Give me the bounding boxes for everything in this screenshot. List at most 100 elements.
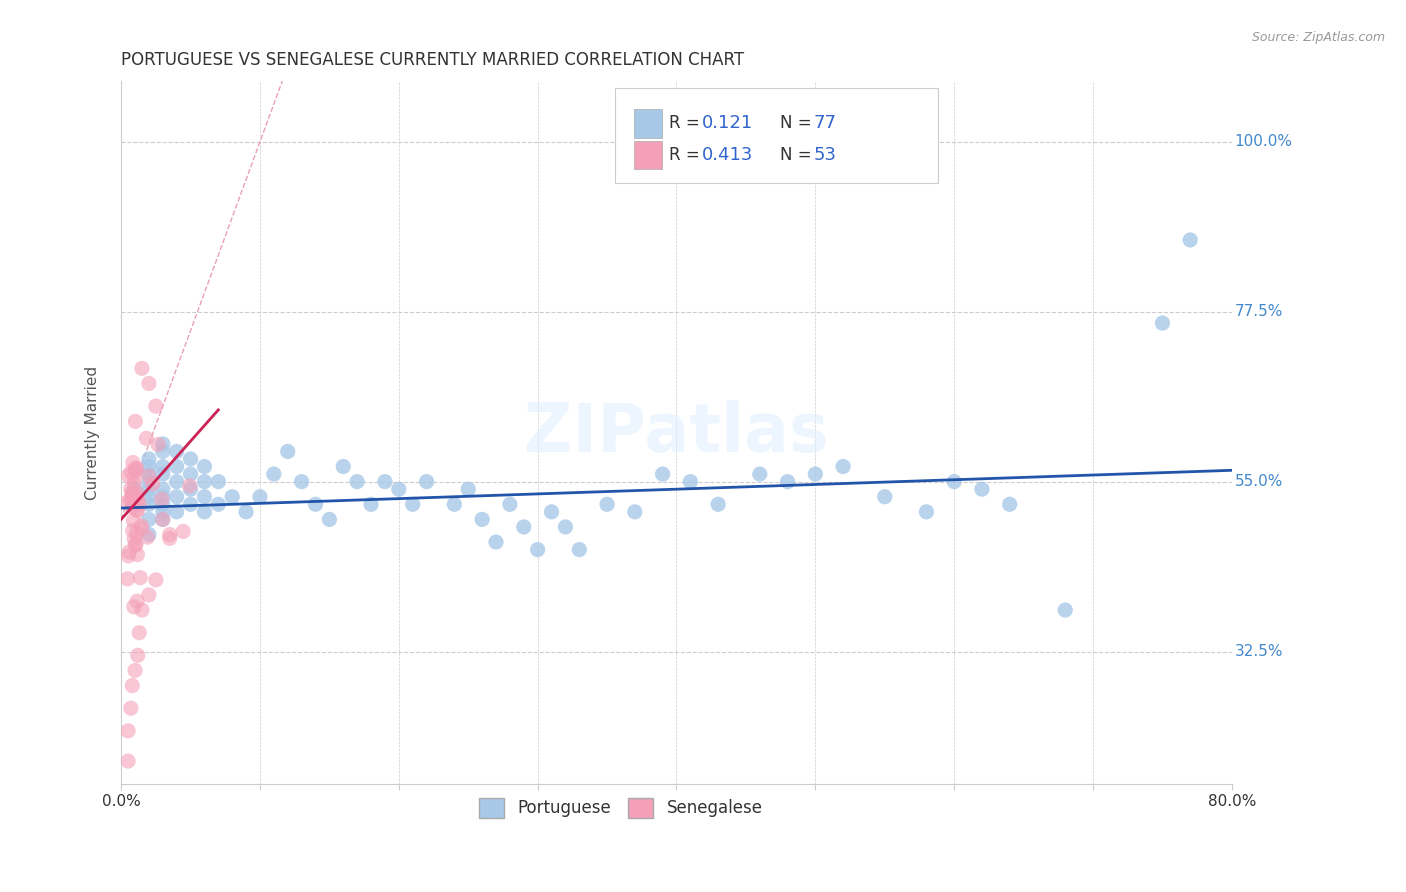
- Point: [122, 477, 145, 491]
- Point: [121, 491, 143, 506]
- Point: [124, 461, 146, 475]
- Point: [513, 520, 536, 534]
- Text: 77: 77: [813, 114, 837, 133]
- Point: [471, 512, 494, 526]
- Point: [374, 475, 396, 489]
- Point: [172, 524, 194, 539]
- Point: [122, 514, 145, 528]
- Point: [124, 664, 146, 678]
- Point: [624, 505, 647, 519]
- Point: [124, 497, 146, 511]
- Point: [748, 467, 770, 481]
- Point: [131, 518, 153, 533]
- Point: [207, 475, 229, 489]
- Point: [998, 497, 1021, 511]
- Point: [1180, 233, 1202, 247]
- Point: [485, 535, 508, 549]
- Point: [388, 482, 411, 496]
- Point: [127, 491, 149, 506]
- Point: [804, 467, 827, 481]
- Point: [277, 444, 299, 458]
- Point: [970, 482, 993, 496]
- Point: [124, 490, 146, 504]
- Point: [127, 504, 149, 518]
- Point: [776, 475, 799, 489]
- Point: [707, 497, 730, 511]
- Legend: Portuguese, Senegalese: Portuguese, Senegalese: [472, 791, 769, 824]
- Text: 53: 53: [813, 146, 837, 164]
- Point: [138, 512, 160, 526]
- Point: [138, 452, 160, 467]
- Point: [554, 520, 576, 534]
- Point: [304, 497, 326, 511]
- Text: 77.5%: 77.5%: [1234, 304, 1284, 319]
- Point: [152, 459, 174, 474]
- Point: [120, 701, 142, 715]
- Point: [138, 490, 160, 504]
- Point: [499, 497, 522, 511]
- Point: [131, 361, 153, 376]
- Point: [1152, 316, 1174, 330]
- Point: [127, 548, 149, 562]
- Point: [346, 475, 368, 489]
- Point: [138, 469, 160, 483]
- Point: [138, 497, 160, 511]
- Point: [125, 537, 148, 551]
- Point: [193, 490, 215, 504]
- Point: [180, 497, 202, 511]
- FancyBboxPatch shape: [634, 110, 662, 137]
- Point: [596, 497, 619, 511]
- Point: [131, 603, 153, 617]
- Point: [166, 505, 188, 519]
- Point: [125, 525, 148, 540]
- Point: [120, 465, 142, 479]
- Point: [117, 572, 139, 586]
- Point: [443, 497, 465, 511]
- Point: [138, 475, 160, 489]
- Point: [873, 490, 896, 504]
- Point: [568, 542, 591, 557]
- Text: 55.0%: 55.0%: [1234, 475, 1284, 489]
- Point: [138, 588, 160, 602]
- Point: [832, 459, 855, 474]
- Point: [1054, 603, 1077, 617]
- Point: [152, 512, 174, 526]
- Text: R =: R =: [669, 146, 704, 164]
- Point: [122, 599, 145, 614]
- Point: [146, 437, 169, 451]
- Point: [127, 494, 149, 508]
- Point: [145, 573, 167, 587]
- Point: [915, 505, 938, 519]
- Point: [127, 648, 149, 663]
- Point: [179, 479, 201, 493]
- Point: [118, 545, 141, 559]
- Point: [402, 497, 425, 511]
- Point: [526, 542, 548, 557]
- Point: [138, 376, 160, 391]
- Text: R =: R =: [669, 114, 704, 133]
- Point: [129, 571, 152, 585]
- Y-axis label: Currently Married: Currently Married: [86, 366, 100, 500]
- Point: [124, 538, 146, 552]
- Point: [121, 679, 143, 693]
- Point: [127, 594, 149, 608]
- Point: [159, 527, 181, 541]
- Point: [943, 475, 966, 489]
- Point: [166, 490, 188, 504]
- Text: PORTUGUESE VS SENEGALESE CURRENTLY MARRIED CORRELATION CHART: PORTUGUESE VS SENEGALESE CURRENTLY MARRI…: [121, 51, 744, 69]
- Text: 0.121: 0.121: [702, 114, 754, 133]
- Point: [651, 467, 673, 481]
- Point: [332, 459, 354, 474]
- Point: [138, 459, 160, 474]
- Point: [540, 505, 562, 519]
- Point: [117, 468, 139, 483]
- Text: N =: N =: [780, 114, 817, 133]
- Point: [193, 505, 215, 519]
- Point: [152, 467, 174, 481]
- Point: [125, 462, 148, 476]
- Point: [180, 482, 202, 496]
- Text: ZIPatlas: ZIPatlas: [524, 400, 828, 466]
- Point: [152, 512, 174, 526]
- Text: 0.413: 0.413: [702, 146, 754, 164]
- Point: [117, 754, 139, 768]
